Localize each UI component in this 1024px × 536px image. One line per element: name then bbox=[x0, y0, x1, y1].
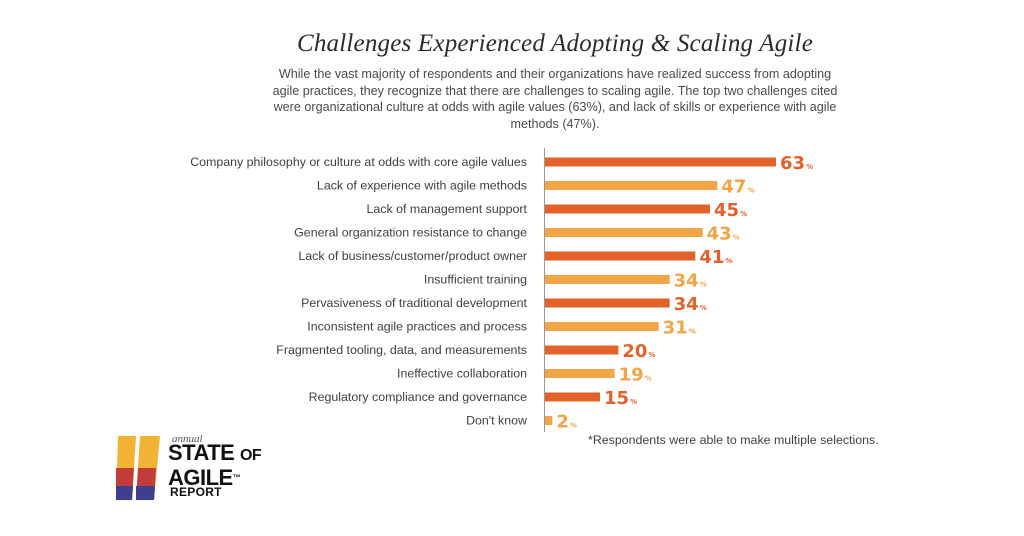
category-label: Pervasiveness of traditional development bbox=[301, 296, 527, 310]
data-label: 63% bbox=[780, 153, 813, 174]
logo-annual-text: annual bbox=[172, 433, 203, 445]
category-label: Inconsistent agile practices and process bbox=[307, 320, 527, 334]
bar bbox=[545, 298, 670, 308]
data-label: 20% bbox=[622, 341, 655, 362]
bar bbox=[545, 251, 696, 261]
chart-title: Challenges Experienced Adopting & Scalin… bbox=[296, 30, 814, 57]
bar bbox=[545, 204, 710, 214]
chart-subtitle: While the vast majority of respondents a… bbox=[272, 67, 838, 131]
category-label: Lack of management support bbox=[367, 202, 528, 216]
bar bbox=[545, 275, 670, 284]
logo-eleven-mark bbox=[116, 436, 160, 500]
data-label: 34% bbox=[674, 271, 707, 292]
logo-state-of-agile: STATE OF AGILE™ bbox=[168, 440, 262, 490]
category-label: General organization resistance to chang… bbox=[294, 226, 527, 240]
bar bbox=[545, 345, 619, 355]
logo-report-text: REPORT bbox=[170, 485, 222, 499]
category-label: Insufficient training bbox=[424, 273, 527, 287]
bar bbox=[545, 392, 600, 402]
data-label: 45% bbox=[714, 200, 747, 221]
category-label: Don't know bbox=[466, 414, 527, 428]
bar bbox=[545, 416, 553, 425]
bar bbox=[545, 228, 703, 237]
state-of-agile-logo bbox=[116, 436, 160, 500]
data-label: 15% bbox=[604, 388, 637, 409]
category-label: Regulatory compliance and governance bbox=[309, 390, 527, 404]
data-label: 31% bbox=[663, 318, 696, 339]
category-label: Lack of experience with agile methods bbox=[317, 179, 527, 193]
data-label: 47% bbox=[721, 177, 754, 198]
footnote: *Respondents were able to make multiple … bbox=[588, 433, 879, 447]
category-label: Fragmented tooling, data, and measuremen… bbox=[276, 343, 527, 357]
category-label: Company philosophy or culture at odds wi… bbox=[190, 155, 527, 169]
bar bbox=[545, 369, 615, 378]
category-label: Lack of business/customer/product owner bbox=[298, 249, 527, 263]
data-label: 19% bbox=[619, 365, 652, 386]
bar bbox=[545, 322, 659, 331]
bar bbox=[545, 181, 718, 190]
category-label: Ineffective collaboration bbox=[397, 367, 527, 381]
data-label: 34% bbox=[674, 294, 707, 315]
data-label: 43% bbox=[707, 224, 740, 245]
data-label: 41% bbox=[699, 247, 732, 268]
data-label: 2% bbox=[556, 412, 577, 433]
bar bbox=[545, 157, 776, 167]
